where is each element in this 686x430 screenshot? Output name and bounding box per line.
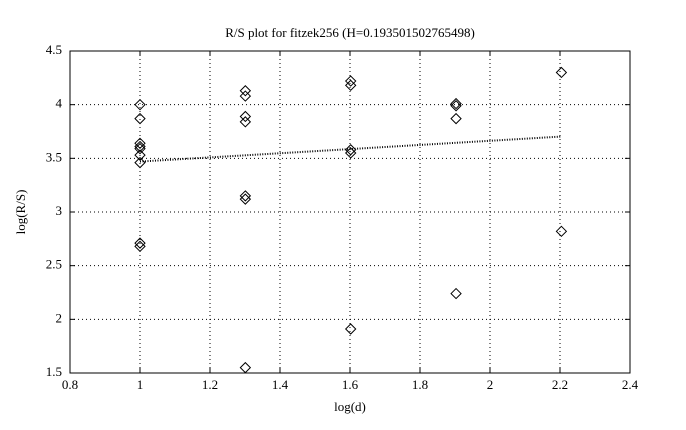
point [344,323,357,335]
point [134,112,146,125]
point [344,147,357,159]
y-tick-label: 4 [56,96,63,111]
x-tick-label: 2 [487,377,494,392]
x-tick-label: 2.2 [552,377,568,392]
point [134,240,146,253]
point [450,100,462,112]
y-tick-label: 2 [56,310,63,325]
y-tick-label: 3 [56,203,63,218]
point [450,287,462,300]
point [555,225,568,238]
point [239,110,252,123]
point [555,66,568,79]
x-axis-label: log(d) [334,399,366,414]
point [134,140,146,153]
point [134,237,146,249]
y-tick-label: 4.5 [46,42,62,57]
y-tick-label: 3.5 [46,149,62,164]
point [344,75,357,87]
x-tick-label: 0.8 [62,377,78,392]
y-axis-label: log(R/S) [13,190,28,235]
x-tick-label: 1 [137,377,144,392]
x-tick-label: 2.4 [622,377,639,392]
fit-line [139,135,562,163]
x-tick-label: 1.6 [342,377,359,392]
y-tick-label: 2.5 [46,257,62,272]
point [239,193,252,205]
point [239,85,252,97]
point [450,97,462,110]
chart-title: R/S plot for fitzek256 (H=0.193501502765… [225,25,475,40]
point [450,112,462,125]
point [239,116,252,128]
point [134,142,146,155]
x-tick-label: 1.8 [412,377,428,392]
y-tick-label: 1.5 [46,364,62,379]
point [134,98,146,111]
x-tick-label: 1.2 [202,377,218,392]
point [239,190,252,202]
point [344,79,357,92]
point [344,144,357,156]
point [134,149,146,161]
point [134,137,146,150]
x-tick-label: 1.4 [272,377,289,392]
point [239,90,252,102]
point [239,361,252,374]
